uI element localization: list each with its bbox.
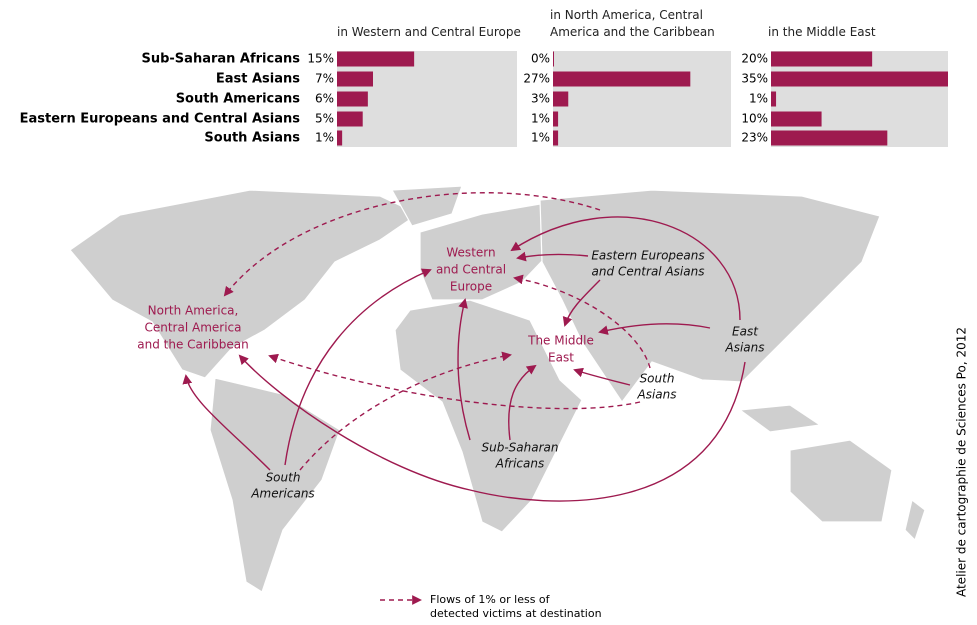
legend-label: detected victims at destination (430, 607, 602, 620)
bar (337, 91, 368, 107)
bar (771, 130, 888, 146)
panel-title: in North America, Central America and th… (550, 8, 715, 39)
panel-background (553, 51, 731, 147)
panel-title: in Western and Central Europe (337, 25, 521, 39)
bar (337, 51, 415, 67)
world-map (69, 185, 926, 593)
destination-label: and Central (436, 263, 506, 277)
destination-label: The Middle (527, 334, 594, 348)
bar (771, 71, 948, 87)
value-label: 5% (315, 112, 334, 126)
destination-label: East (548, 351, 574, 365)
credit: Atelier de cartographie de Sciences Po, … (955, 327, 969, 597)
origin-label: Asians (724, 341, 764, 355)
origin-label: and Central Asians (592, 265, 705, 279)
panel-title: in the Middle East (768, 25, 876, 39)
bar (553, 91, 569, 107)
value-label: 1% (749, 92, 768, 106)
row-label: Sub-Saharan Africans (141, 52, 300, 67)
value-label: 1% (531, 131, 550, 145)
value-label: 3% (531, 92, 550, 106)
value-label: 7% (315, 72, 334, 86)
value-label: 20% (741, 52, 768, 66)
row-label: South Americans (176, 92, 301, 107)
origin-label: Asians (636, 388, 676, 402)
row-label: Eastern Europeans and Central Asians (20, 112, 301, 127)
flows (182, 192, 746, 605)
destination-label: North America, (148, 304, 239, 318)
value-label: 35% (741, 72, 768, 86)
value-label: 1% (315, 131, 334, 145)
bar (771, 111, 822, 127)
destination-label: Western (446, 246, 495, 260)
value-label: 15% (307, 52, 334, 66)
origin-label: Sub-Saharan (482, 441, 559, 455)
value-label: 10% (741, 112, 768, 126)
destination-label: and the Caribbean (137, 338, 248, 352)
destination-label: Central America (144, 321, 241, 335)
origin-label: South (640, 372, 675, 386)
origin-label: East (732, 325, 759, 339)
value-label: 27% (523, 72, 550, 86)
legend-label: Flows of 1% or less of (430, 593, 551, 606)
bar (771, 51, 873, 67)
origin-label: Americans (250, 487, 314, 501)
origin-label: South (266, 471, 301, 485)
bar (337, 111, 363, 127)
bar (553, 71, 691, 87)
origin-label: Eastern Europeans (591, 249, 704, 263)
value-label: 6% (315, 92, 334, 106)
value-label: 0% (531, 52, 550, 66)
value-label: 1% (531, 112, 550, 126)
row-label: East Asians (216, 72, 300, 87)
bar (337, 130, 343, 146)
value-label: 23% (741, 131, 768, 145)
bar (553, 130, 559, 146)
destination-label: Europe (450, 280, 492, 294)
bar (337, 71, 373, 87)
bar (553, 111, 559, 127)
row-label: South Asians (204, 131, 300, 146)
origin-label: Africans (495, 457, 545, 471)
bar (771, 91, 777, 107)
